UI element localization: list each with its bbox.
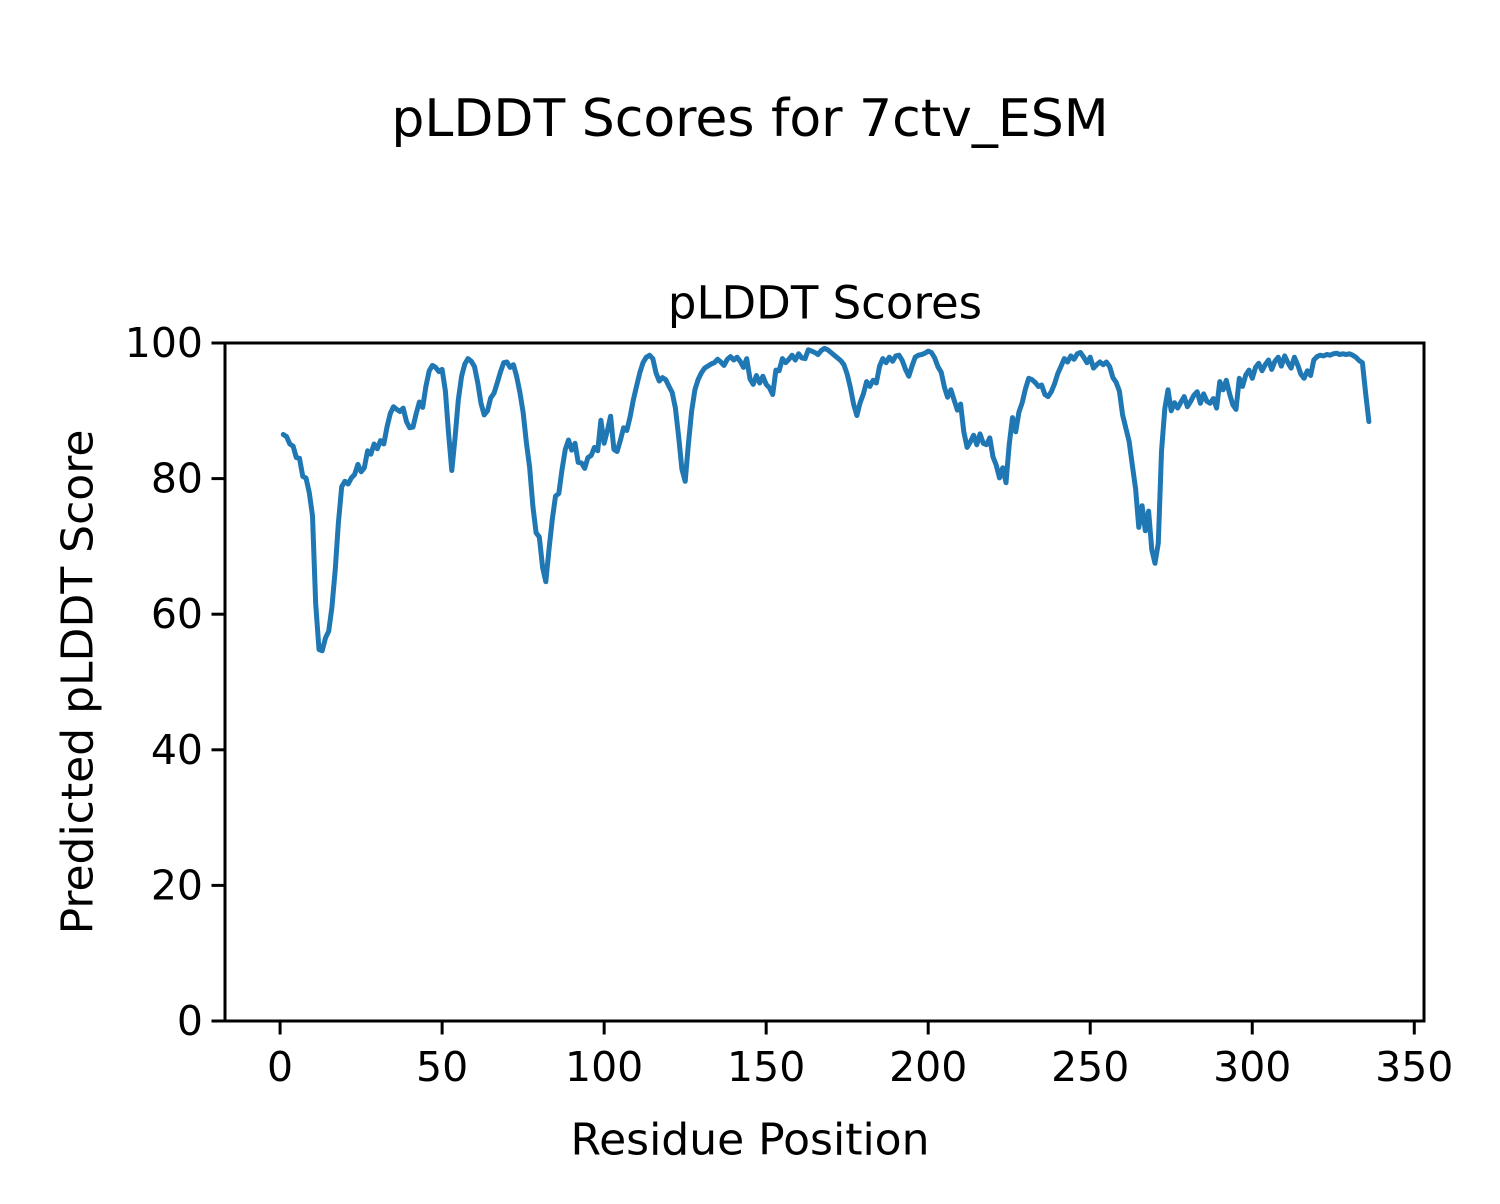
y-tick-label: 100 <box>125 319 203 367</box>
figure-title: pLDDT Scores for 7ctv_ESM <box>391 89 1108 149</box>
x-axis-label: Residue Position <box>570 1115 929 1166</box>
y-tick-label: 0 <box>177 997 203 1045</box>
y-axis-label: Predicted pLDDT Score <box>53 430 104 935</box>
x-tick-label: 0 <box>267 1043 293 1091</box>
x-tick-label: 250 <box>1051 1043 1129 1091</box>
x-tick-label: 300 <box>1213 1043 1291 1091</box>
y-tick-label: 60 <box>151 590 203 638</box>
x-tick-label: 50 <box>416 1043 468 1091</box>
y-tick-label: 80 <box>151 455 203 503</box>
x-tick-label: 150 <box>727 1043 805 1091</box>
y-axis-ticks: 0 20 40 60 80 100 <box>125 319 224 1045</box>
y-tick-label: 20 <box>151 861 203 909</box>
pldd-line-series <box>280 345 1372 654</box>
x-axis-ticks: 0 50 100 150 200 250 300 350 <box>267 1022 1453 1091</box>
plot-border <box>223 341 1426 1023</box>
x-tick-label: 350 <box>1375 1043 1453 1091</box>
x-tick-label: 200 <box>889 1043 967 1091</box>
x-tick-label: 100 <box>565 1043 643 1091</box>
axes-title: pLDDT Scores <box>668 277 982 330</box>
y-tick-label: 40 <box>151 726 203 774</box>
